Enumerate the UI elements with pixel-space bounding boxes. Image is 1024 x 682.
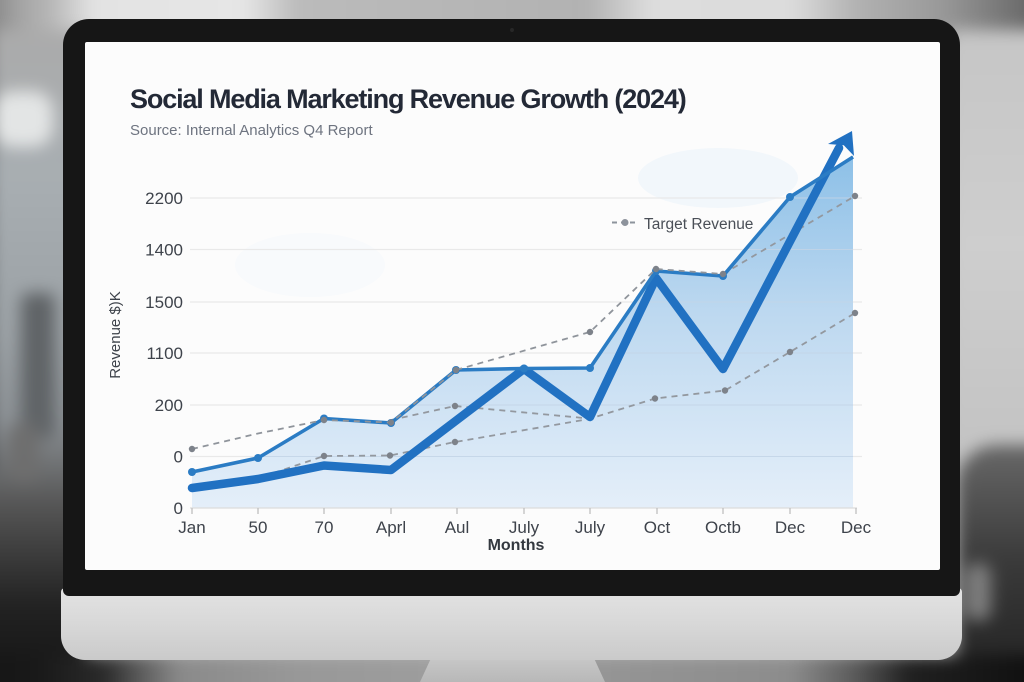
svg-text:July: July xyxy=(509,518,540,537)
svg-text:0: 0 xyxy=(174,499,183,518)
svg-text:Months: Months xyxy=(488,537,545,554)
svg-text:1400: 1400 xyxy=(145,241,183,260)
svg-text:Octb: Octb xyxy=(705,518,741,537)
svg-text:Source: Internal Analytics Q4: Source: Internal Analytics Q4 Report xyxy=(130,122,373,139)
svg-text:Dec: Dec xyxy=(775,518,806,537)
svg-text:Aul: Aul xyxy=(445,518,470,537)
svg-text:Oct: Oct xyxy=(644,518,671,537)
svg-text:July: July xyxy=(575,518,606,537)
svg-text:Revenue $)K: Revenue $)K xyxy=(107,291,124,379)
svg-text:70: 70 xyxy=(315,518,334,537)
svg-text:50: 50 xyxy=(249,518,268,537)
svg-text:Target Revenue: Target Revenue xyxy=(644,216,753,233)
svg-text:2200: 2200 xyxy=(145,189,183,208)
svg-text:200: 200 xyxy=(155,396,183,415)
svg-text:Social Media Marketing Revenue: Social Media Marketing Revenue Growth (2… xyxy=(130,84,686,114)
svg-text:Dec: Dec xyxy=(841,518,872,537)
svg-text:1500: 1500 xyxy=(145,293,183,312)
svg-text:0: 0 xyxy=(174,448,183,467)
svg-text:Aprl: Aprl xyxy=(376,518,406,537)
svg-text:1100: 1100 xyxy=(146,344,183,363)
svg-text:Jan: Jan xyxy=(178,518,205,537)
